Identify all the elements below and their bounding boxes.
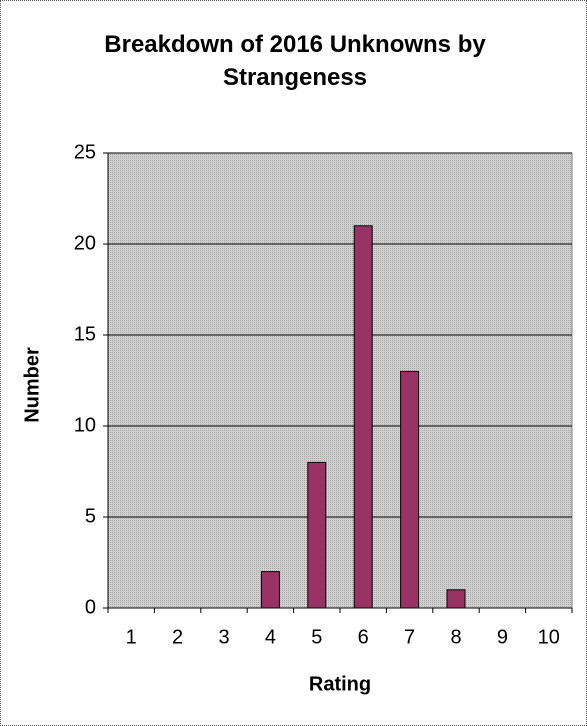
y-axis-label: Number [21,347,43,423]
x-tick-label: 4 [265,626,276,648]
x-tick-label: 1 [126,626,137,648]
y-tick-label: 25 [74,141,96,163]
y-tick-label: 10 [74,414,96,436]
bar [400,370,420,609]
bar [260,571,280,609]
y-tick-label: 15 [74,323,96,345]
x-tick-label: 10 [538,626,560,648]
y-tick-label: 20 [74,232,96,254]
x-tick-label: 5 [311,626,322,648]
x-tick-label: 7 [404,626,415,648]
x-tick-label: 6 [358,626,369,648]
y-tick-label: 0 [85,596,96,618]
y-tick-label: 5 [85,505,96,527]
bar [353,225,373,609]
chart-title: Breakdown of 2016 Unknowns by Strangenes… [104,31,486,91]
bar [307,461,327,609]
x-axis-label: Rating [309,673,371,695]
bar [446,589,466,609]
x-tick-label: 8 [450,626,461,648]
x-tick-label: 2 [172,626,183,648]
x-tick-label: 9 [497,626,508,648]
plot-area [107,152,573,609]
x-tick-label: 3 [218,626,229,648]
